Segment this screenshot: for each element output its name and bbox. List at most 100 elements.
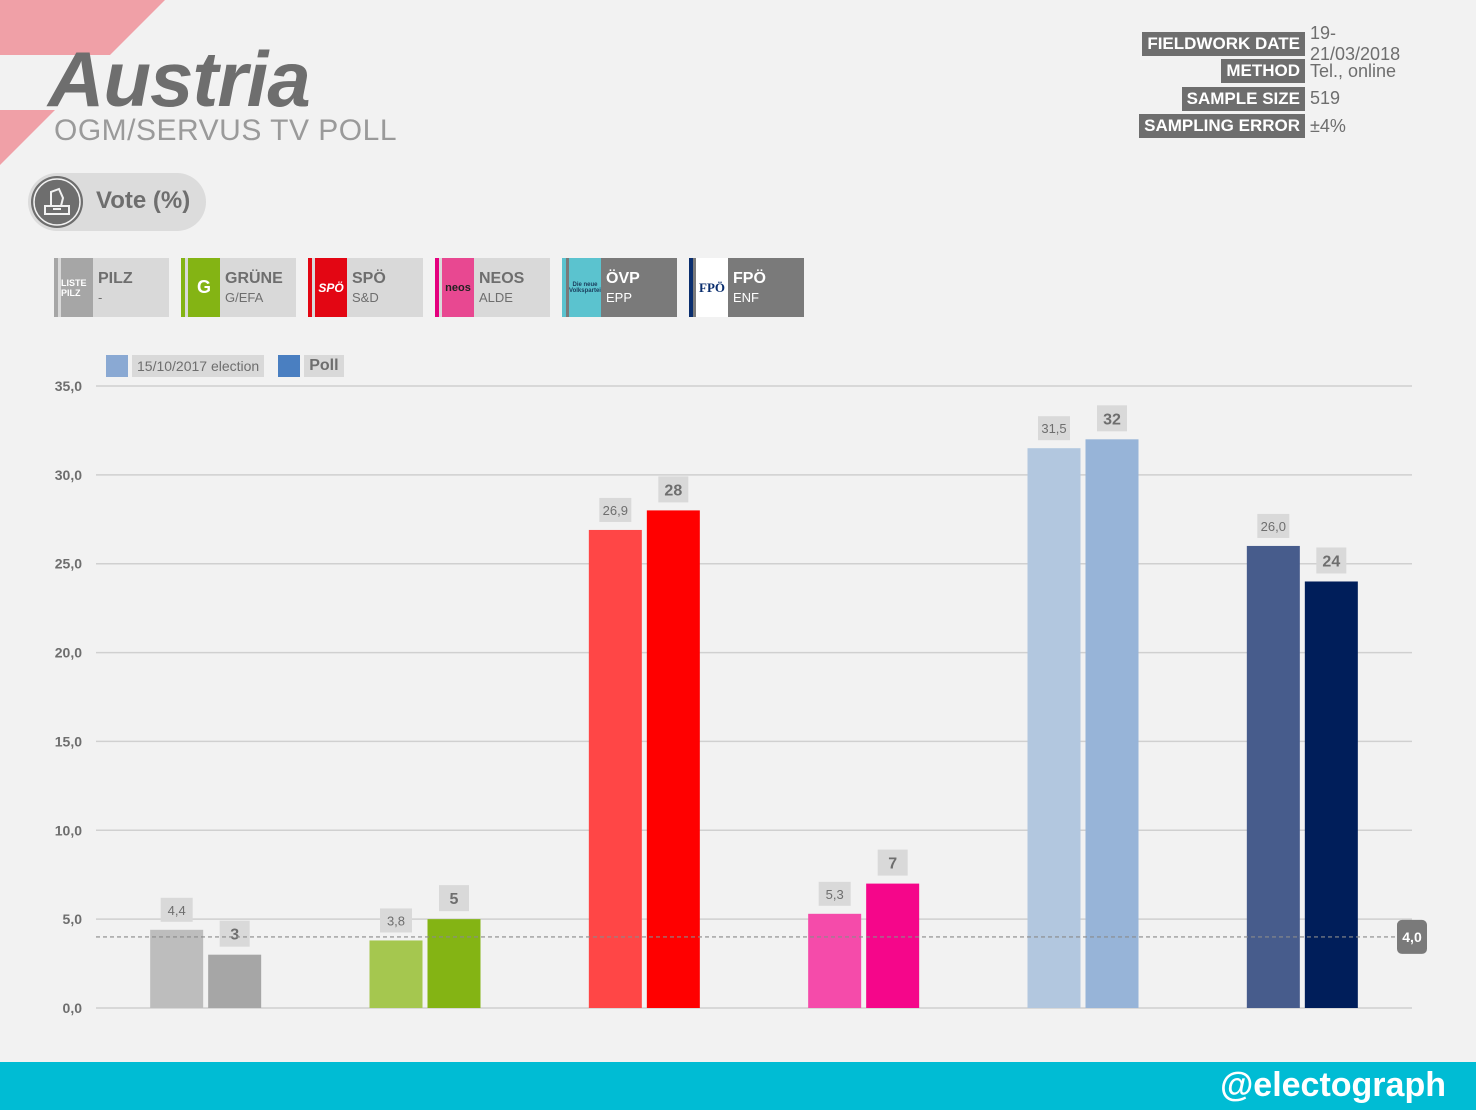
meta-key: FIELDWORK DATE (1142, 31, 1305, 56)
meta-value: 19-21/03/2018 (1310, 22, 1401, 64)
bar-poll (1085, 439, 1139, 1008)
party-color-stripe (181, 258, 185, 317)
party-name: NEOS (479, 270, 525, 287)
legend-label-poll: Poll (304, 355, 344, 377)
austria-flag-corner (0, 0, 165, 165)
y-tick-label: 25,0 (55, 556, 82, 572)
party-name: FPÖ (733, 270, 766, 287)
data-label: 4,4 (168, 903, 186, 918)
party-card-pilz: LISTE PILZ PILZ - (54, 258, 169, 317)
data-label-box (1097, 405, 1127, 432)
footer-handle: @electograph (1220, 1066, 1446, 1104)
data-label-box (1038, 416, 1070, 441)
meta-key: SAMPLE SIZE (1181, 86, 1305, 111)
party-color-stripe (54, 258, 58, 317)
meta-value: 519 (1310, 88, 1341, 109)
data-label-box (380, 908, 412, 933)
chart-legend: 15/10/2017 election Poll (106, 354, 358, 378)
party-name: GRÜNE (225, 270, 283, 287)
threshold-badge (1397, 919, 1427, 954)
data-label: 28 (664, 482, 682, 499)
party-group: G/EFA (225, 290, 264, 305)
y-tick-label: 10,0 (55, 822, 82, 838)
meta-sampling-error: SAMPLING ERROR ±4% (1139, 113, 1420, 141)
data-label-box (219, 920, 250, 947)
spo-logo: SPÖ (315, 258, 347, 317)
party-group: EPP (606, 290, 633, 305)
fpo-logo: FPÖ (696, 258, 728, 317)
grune-logo: G (188, 258, 220, 317)
data-label: 5,3 (826, 887, 844, 902)
party-card-ovp: Die neue Volkspartei ÖVP EPP (562, 258, 677, 317)
bar-election (808, 913, 862, 1008)
legend-label-election: 15/10/2017 election (132, 355, 265, 377)
bar-poll (1304, 581, 1358, 1008)
bar-election (588, 529, 642, 1008)
data-label-box (818, 881, 851, 906)
data-label-box (1316, 547, 1347, 574)
party-color-stripe (562, 258, 566, 317)
data-label-box (439, 885, 469, 912)
data-label-box (599, 497, 632, 522)
data-label: 3 (230, 927, 239, 944)
bar-poll (646, 510, 700, 1008)
vote-section-pill: Vote (%) (28, 173, 206, 231)
data-label: 24 (1322, 553, 1340, 570)
data-label: 26,9 (603, 503, 628, 518)
meta-value: ±4% (1310, 115, 1346, 136)
y-tick-label: 0,0 (63, 1000, 83, 1016)
party-group: ENF (733, 290, 759, 305)
meta-fieldwork-date: FIELDWORK DATE 19-21/03/2018 (1139, 23, 1420, 64)
data-label: 7 (888, 856, 897, 873)
meta-value: Tel., online (1310, 60, 1397, 81)
bar-election (150, 929, 204, 1008)
threshold-label: 4,0 (1402, 929, 1422, 945)
meta-method: METHOD Tel., online (1139, 58, 1420, 86)
data-label: 3,8 (387, 913, 405, 928)
party-color-stripe (689, 258, 693, 317)
meta-key: METHOD (1221, 59, 1305, 84)
data-label: 26,0 (1261, 519, 1286, 534)
party-group: S&D (352, 290, 379, 305)
ballot-box-icon (31, 176, 83, 228)
data-label: 32 (1103, 411, 1121, 428)
bar-poll (866, 883, 920, 1008)
meta-sample-size: SAMPLE SIZE 519 (1139, 85, 1420, 113)
party-card-grune: G GRÜNE G/EFA (181, 258, 296, 317)
data-label-box (1257, 513, 1290, 538)
section-label: Vote (%) (96, 187, 191, 214)
data-label: 5 (450, 891, 459, 908)
party-card-neos: neos NEOS ALDE (435, 258, 550, 317)
legend-swatch-poll (278, 355, 301, 377)
pollster-subtitle: OGM/SERVUS TV POLL (54, 114, 397, 147)
country-title: Austria (48, 35, 311, 123)
neos-logo: neos (442, 258, 474, 317)
data-label-box (877, 849, 908, 876)
party-color-stripe (308, 258, 312, 317)
data-label-box (160, 897, 193, 922)
y-tick-label: 20,0 (55, 645, 82, 661)
bar-election (369, 940, 423, 1008)
data-label-box (658, 476, 689, 503)
meta-key: SAMPLING ERROR (1139, 114, 1305, 139)
data-label: 31,5 (1041, 421, 1066, 436)
party-name: ÖVP (606, 270, 640, 287)
bar-election (1246, 545, 1300, 1008)
party-group: ALDE (479, 290, 513, 305)
y-tick-label: 15,0 (55, 733, 82, 749)
legend-swatch-election (106, 355, 128, 377)
bar-election (1027, 448, 1081, 1008)
party-card-spo: SPÖ SPÖ S&D (308, 258, 423, 317)
y-tick-label: 5,0 (63, 911, 83, 927)
party-card-fpo: FPÖ FPÖ ENF (689, 258, 804, 317)
party-color-stripe (435, 258, 439, 317)
bar-poll (208, 954, 262, 1008)
y-tick-label: 35,0 (55, 378, 82, 394)
poll-metadata: FIELDWORK DATE 19-21/03/2018 METHOD Tel.… (1139, 23, 1420, 141)
party-name: PILZ (98, 270, 133, 287)
y-tick-label: 30,0 (55, 467, 82, 483)
ovp-logo: Die neue Volkspartei (569, 258, 601, 317)
footer-bar: @electograph (0, 1062, 1476, 1110)
party-group: - (98, 290, 103, 305)
